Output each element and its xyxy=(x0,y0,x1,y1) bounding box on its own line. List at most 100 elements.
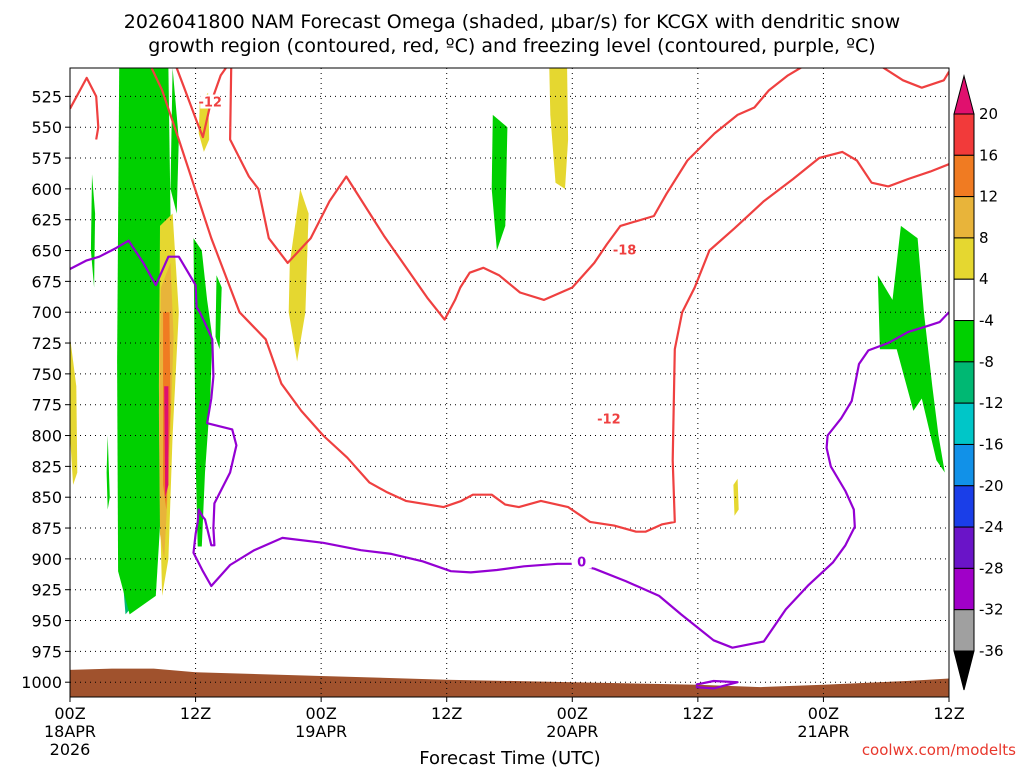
omega-region-17 xyxy=(288,188,309,362)
dendritic-label-bg-2 xyxy=(614,242,635,257)
x-tick-label: 12Z xyxy=(933,704,964,723)
freezing-contour-label-0: 0 xyxy=(577,556,586,571)
colorbar-label: -24 xyxy=(979,518,1004,536)
dendritic-contour-label-0: -12 xyxy=(198,96,222,111)
plot-area: -12 -18 -12 0 xyxy=(70,68,949,697)
colorbar-bin xyxy=(953,443,975,487)
dendritic-contour-label-2: -18 xyxy=(613,244,637,259)
x-tick-label: 00Z xyxy=(557,704,588,723)
colorbar-label: -20 xyxy=(979,477,1004,495)
colorbar-bin xyxy=(953,278,975,322)
omega-region-13 xyxy=(877,225,945,473)
colorbar-top-arrow xyxy=(953,74,975,115)
colorbar-bin xyxy=(953,567,975,611)
dendritic-contour-3 xyxy=(150,68,949,533)
omega-region-8 xyxy=(90,174,96,288)
y-tick-label: 825 xyxy=(31,457,62,476)
omega-region-10 xyxy=(193,238,213,547)
dendritic-contour-0 xyxy=(70,76,100,140)
x-tick-date: 19APR xyxy=(295,722,347,741)
dendritic-contour-label-3: -12 xyxy=(597,413,621,428)
plot-frame xyxy=(69,67,950,698)
x-tick-label: 12Z xyxy=(682,704,713,723)
y-tick-label: 875 xyxy=(31,519,62,538)
dendritic-label-bg-0 xyxy=(200,94,221,109)
colorbar-label: 16 xyxy=(979,146,998,164)
colorbar-bin xyxy=(953,320,975,363)
x-tick-label: 00Z xyxy=(305,704,336,723)
omega-region-7 xyxy=(106,435,110,510)
y-tick-label: 1000 xyxy=(21,673,62,692)
y-tick-label: 525 xyxy=(31,87,62,106)
chart-title-line1: 2026041800 NAM Forecast Omega (shaded, µ… xyxy=(124,11,900,33)
omega-shading xyxy=(70,68,945,615)
colorbar-bin xyxy=(953,196,975,239)
omega-region-12 xyxy=(491,114,508,251)
y-tick-label: 750 xyxy=(31,365,62,384)
credit-text: coolwx.com/modelts xyxy=(862,741,1016,759)
x-tick-date: 20APR xyxy=(546,722,598,741)
y-tick-label: 700 xyxy=(31,303,62,322)
y-tick-label: 775 xyxy=(31,396,62,415)
colorbar-bin xyxy=(953,237,975,280)
y-tick-label: 925 xyxy=(31,581,62,600)
x-tick-label: 00Z xyxy=(808,704,839,723)
colorbar-label: 4 xyxy=(979,270,989,288)
freezing-contour-0 xyxy=(70,239,949,649)
colorbar: 20 16 12 8 4 -4 -8 -12 -16 -20 -24 -28 -32 -36 xyxy=(953,74,1004,691)
chart-title-line2: growth region (contoured, red, ºC) and f… xyxy=(148,35,875,57)
colorbar-bin xyxy=(953,609,975,652)
x-tick-date: 18APR xyxy=(44,722,96,741)
dendritic-label-bg-3 xyxy=(598,411,619,426)
y-tick-label: 600 xyxy=(31,180,62,199)
colorbar-bin xyxy=(953,154,975,198)
y-axis: 525 550 575 600 625 650 675 700 725 750 775 800 825 8… xyxy=(21,87,70,692)
y-tick-label: 650 xyxy=(31,242,62,261)
colorbar-label: -36 xyxy=(979,642,1004,660)
colorbar-label: -28 xyxy=(979,559,1004,577)
x-tick-label: 12Z xyxy=(431,704,462,723)
colorbar-label: -16 xyxy=(979,435,1004,453)
colorbar-label: 8 xyxy=(979,229,989,247)
y-tick-label: 800 xyxy=(31,427,62,446)
colorbar-label: -12 xyxy=(979,394,1004,412)
colorbar-bin xyxy=(953,485,975,528)
freezing-label-bg-0 xyxy=(571,554,592,569)
x-tick-label: 12Z xyxy=(180,704,211,723)
colorbar-bin xyxy=(953,526,975,569)
dendritic-contour-2 xyxy=(229,68,949,321)
omega-region-18 xyxy=(549,68,569,189)
ground-fill xyxy=(70,668,949,697)
colorbar-bin xyxy=(953,113,975,156)
y-tick-label: 675 xyxy=(31,272,62,291)
x-axis-label: Forecast Time (UTC) xyxy=(419,748,600,768)
ground-layer xyxy=(70,668,949,697)
colorbar-bin xyxy=(953,361,975,404)
y-tick-label: 725 xyxy=(31,334,62,353)
colorbar-label: -8 xyxy=(979,353,994,371)
y-tick-label: 950 xyxy=(31,612,62,631)
contour-layer: -12 -18 -12 0 xyxy=(70,68,949,690)
omega-region-11 xyxy=(215,275,222,350)
x-tick-year: 2026 xyxy=(50,740,91,759)
colorbar-label: 12 xyxy=(979,188,998,206)
y-tick-label: 850 xyxy=(31,488,62,507)
dendritic-contour-1 xyxy=(175,68,227,139)
y-tick-label: 625 xyxy=(31,211,62,230)
omega-region-6 xyxy=(117,68,171,615)
y-tick-label: 975 xyxy=(31,642,62,661)
x-tick-label: 00Z xyxy=(54,704,85,723)
y-tick-label: 550 xyxy=(31,118,62,137)
y-tick-label: 900 xyxy=(31,550,62,569)
colorbar-label: -4 xyxy=(979,312,994,330)
omega-region-14 xyxy=(70,336,78,485)
colorbar-label: 20 xyxy=(979,105,998,123)
omega-region-9 xyxy=(170,68,179,214)
freezing-contour-1 xyxy=(695,679,739,690)
y-tick-label: 575 xyxy=(31,149,62,168)
colorbar-label: -32 xyxy=(979,601,1004,619)
omega-region-22 xyxy=(164,386,169,498)
colorbar-bottom-arrow xyxy=(953,650,975,691)
